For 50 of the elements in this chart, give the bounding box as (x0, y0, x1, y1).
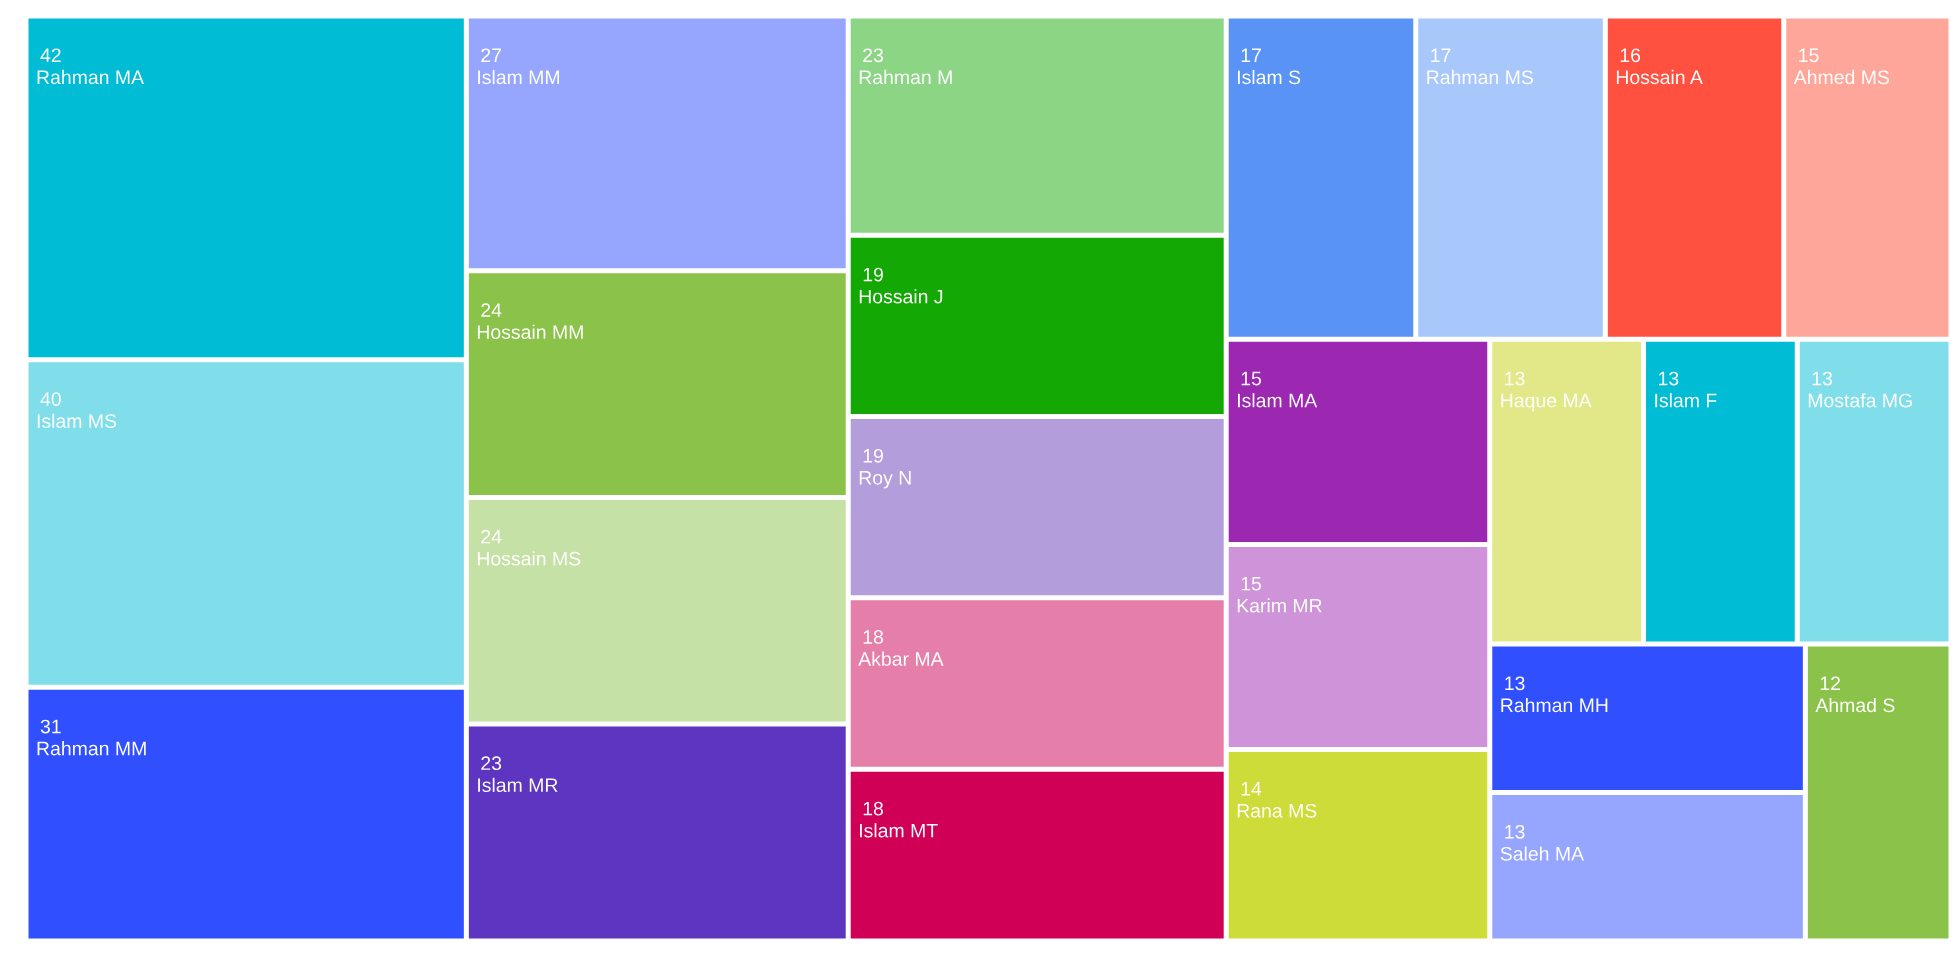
data-label: 13 (1812, 371, 1833, 386)
category-label: Islam MM (478, 69, 559, 85)
category-label: Ahmad S (1815, 697, 1895, 713)
category-label: Hossain MS (477, 551, 581, 566)
data-label: 23 (863, 48, 883, 63)
category-label: Islam S (1238, 69, 1301, 85)
category-label: Rahman M (859, 69, 952, 85)
data-label: 13 (1505, 676, 1525, 691)
data-label: 18 (863, 801, 883, 816)
data-label: 40 (40, 392, 61, 406)
category-label: Roy N (859, 471, 911, 489)
data-label: 16 (1620, 48, 1641, 63)
category-label: Mostafa MG (1808, 393, 1912, 408)
category-label: Akbar MA (858, 651, 944, 666)
category-label: Saleh MA (1500, 846, 1585, 861)
category-label: Islam MA (1238, 393, 1318, 408)
category-label: Islam MT (860, 823, 938, 838)
category-label: Hossain J (859, 289, 943, 304)
category-label: Rahman MM (37, 741, 146, 756)
data-label: 42 (40, 48, 61, 62)
data-label: 27 (481, 48, 501, 62)
data-label: 19 (863, 267, 883, 282)
category-label: Islam F (1655, 393, 1717, 408)
category-label: Rahman MH (1501, 697, 1608, 713)
data-label: 17 (1241, 48, 1261, 62)
category-label: Hossain A (1616, 69, 1703, 85)
category-label: Islam MR (478, 777, 558, 793)
data-label: 13 (1505, 824, 1525, 839)
data-label: 19 (863, 448, 883, 463)
data-label: 14 (1241, 782, 1262, 796)
category-label: Rahman MA (37, 69, 145, 85)
category-label: Islam MS (37, 413, 117, 428)
category-label: Ahmed MS (1793, 69, 1890, 85)
category-label: Rana MS (1237, 803, 1317, 818)
data-label: 15 (1241, 371, 1262, 386)
data-label: 18 (863, 630, 883, 644)
data-label: 12 (1820, 676, 1840, 690)
data-label: 17 (1431, 48, 1451, 62)
category-label: Rahman MS (1427, 69, 1533, 85)
data-label: 24 (481, 529, 502, 544)
data-label: 24 (481, 303, 502, 317)
data-label: 15 (1799, 48, 1819, 63)
category-label: Karim MR (1237, 598, 1322, 613)
data-label: 13 (1658, 371, 1679, 386)
category-label: Hossain MM (477, 324, 583, 339)
data-label: 23 (481, 756, 502, 771)
data-label: 31 (40, 719, 61, 734)
data-label: 15 (1241, 576, 1262, 591)
category-label: Haque MA (1501, 393, 1592, 412)
data-label: 13 (1505, 371, 1525, 386)
